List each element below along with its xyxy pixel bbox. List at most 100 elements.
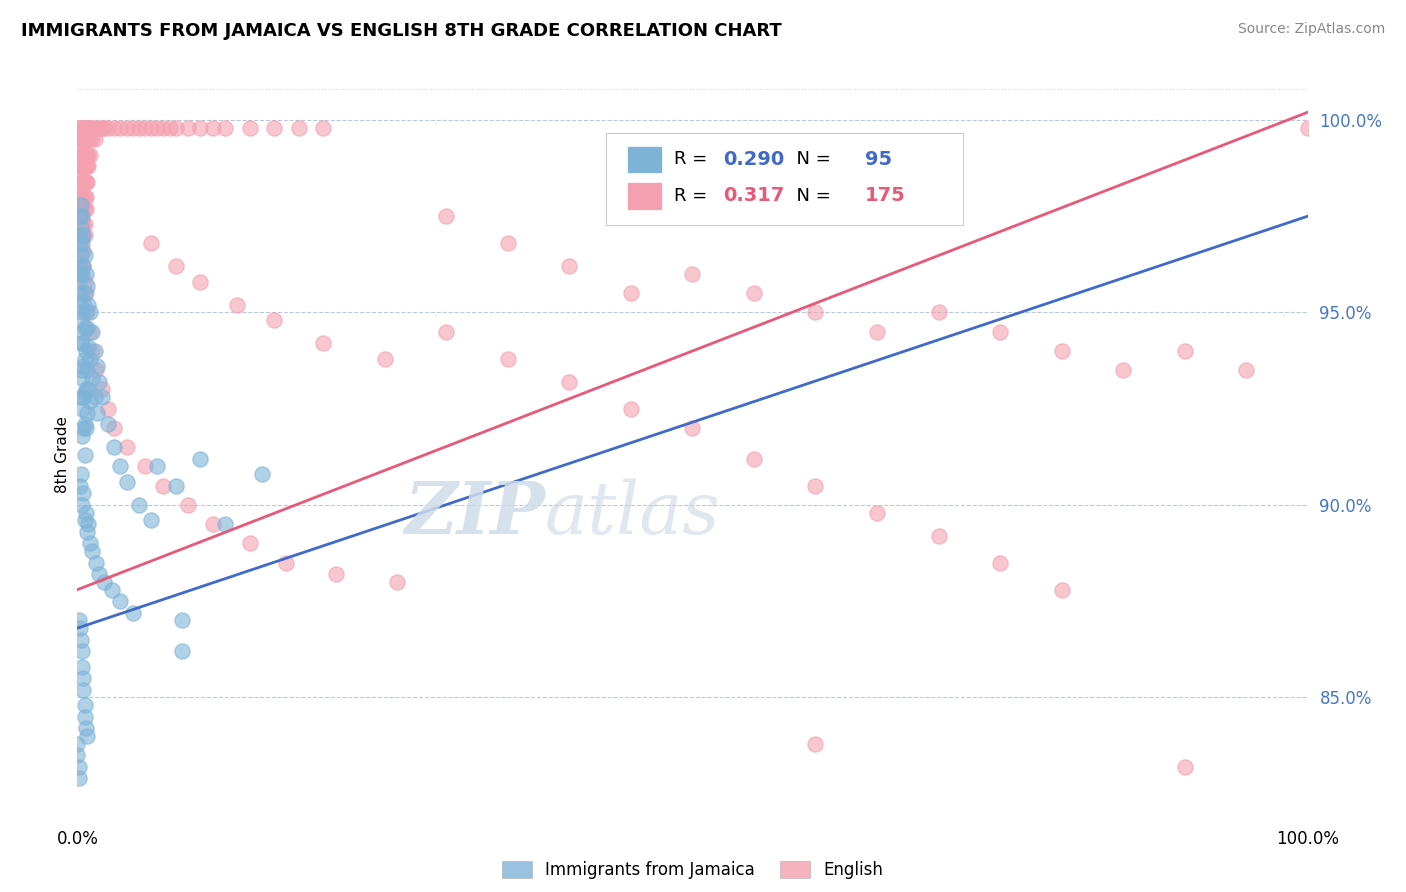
Point — [72, 190, 94, 204]
Point — [70, 132, 93, 146]
Point — [188, 451, 212, 466]
Point — [89, 567, 111, 582]
Point — [76, 147, 98, 161]
Point — [67, 260, 90, 274]
Point — [67, 760, 90, 774]
Point — [75, 175, 97, 189]
Point — [70, 159, 93, 173]
Point — [90, 120, 114, 135]
Point — [69, 175, 91, 189]
Point — [76, 524, 98, 539]
Legend: Immigrants from Jamaica, English: Immigrants from Jamaica, English — [495, 854, 890, 886]
Point — [385, 574, 409, 589]
Point — [69, 267, 91, 281]
Point — [79, 536, 101, 550]
Point — [76, 132, 98, 146]
Point — [558, 375, 581, 389]
Point — [312, 120, 335, 135]
Point — [72, 682, 94, 697]
Point — [1296, 120, 1319, 135]
Point — [866, 506, 889, 520]
Point — [93, 574, 115, 589]
Bar — [627, 182, 662, 210]
Point — [83, 390, 105, 404]
Point — [70, 659, 93, 673]
Point — [70, 147, 93, 161]
Point — [103, 421, 125, 435]
Point — [76, 406, 98, 420]
Point — [263, 120, 285, 135]
Point — [73, 248, 96, 262]
Point — [90, 390, 114, 404]
Point — [288, 120, 311, 135]
Point — [82, 132, 104, 146]
Point — [325, 567, 347, 582]
Point — [70, 175, 93, 189]
Point — [75, 267, 97, 281]
Point — [239, 120, 262, 135]
Point — [70, 363, 93, 377]
Point — [69, 132, 91, 146]
Point — [70, 644, 93, 658]
Point — [72, 217, 94, 231]
Point — [121, 120, 143, 135]
Point — [70, 220, 93, 235]
Point — [70, 217, 93, 231]
Point — [70, 202, 93, 216]
Point — [496, 236, 519, 251]
Point — [97, 401, 120, 416]
Point — [70, 190, 93, 204]
Point — [928, 305, 950, 319]
Point — [84, 363, 107, 377]
Point — [69, 202, 91, 216]
Point — [1174, 760, 1197, 774]
Text: 0.317: 0.317 — [723, 186, 785, 205]
Point — [79, 351, 101, 366]
Point — [72, 228, 94, 243]
Point — [75, 383, 97, 397]
Point — [70, 202, 93, 216]
Point — [72, 132, 94, 146]
Point — [75, 120, 97, 135]
Point — [93, 120, 115, 135]
Point — [239, 536, 262, 550]
Point — [103, 120, 125, 135]
Point — [988, 556, 1011, 570]
Point — [82, 120, 104, 135]
Point — [77, 120, 100, 135]
Point — [89, 120, 111, 135]
Point — [72, 293, 94, 308]
Point — [70, 197, 93, 211]
Point — [75, 159, 97, 173]
Text: atlas: atlas — [546, 478, 720, 549]
Point — [496, 351, 519, 366]
Point — [128, 498, 150, 512]
Point — [73, 351, 96, 366]
Point — [76, 278, 98, 293]
Point — [134, 459, 156, 474]
Point — [103, 440, 125, 454]
Point — [73, 132, 96, 146]
Point — [77, 298, 100, 312]
Point — [165, 479, 187, 493]
Point — [70, 498, 93, 512]
Point — [436, 325, 458, 339]
Point — [620, 401, 643, 416]
Point — [201, 120, 224, 135]
Point — [188, 120, 212, 135]
Point — [682, 267, 704, 281]
Point — [82, 343, 104, 358]
Point — [79, 132, 101, 146]
Point — [70, 336, 93, 351]
Point — [276, 556, 298, 570]
Point — [214, 517, 236, 532]
Point — [177, 498, 200, 512]
Point — [69, 479, 91, 493]
Point — [73, 448, 96, 462]
Point — [76, 175, 98, 189]
Point — [558, 260, 581, 274]
Point — [742, 451, 765, 466]
Point — [72, 260, 94, 274]
Point — [70, 371, 93, 385]
Point — [170, 644, 193, 658]
